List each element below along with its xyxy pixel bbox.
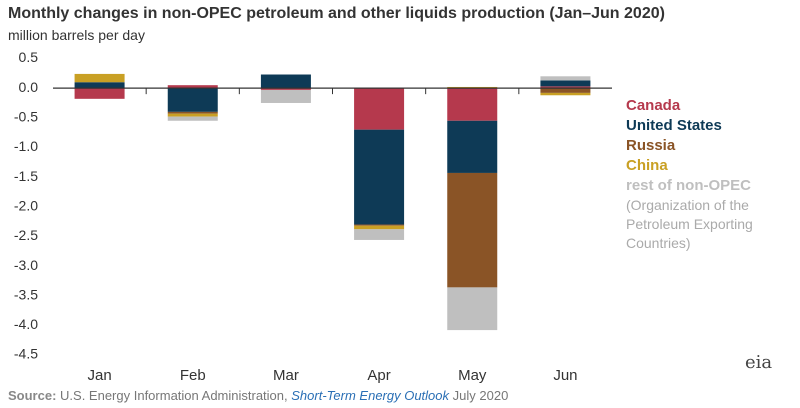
y-tick-label: -2.0	[14, 197, 38, 213]
bar-segment	[167, 88, 218, 112]
bar-segment	[167, 111, 218, 114]
chart-title: Monthly changes in non-OPEC petroleum an…	[8, 5, 665, 22]
bar-segment	[74, 88, 125, 99]
bar-segment	[354, 88, 405, 130]
x-tick-label: Mar	[273, 367, 299, 384]
source-text: U.S. Energy Information Administration,	[60, 388, 288, 403]
bar-segment	[167, 116, 218, 121]
source-link: Short-Term Energy Outlook	[291, 388, 450, 403]
x-tick-label: May	[458, 367, 487, 384]
bar-segment	[354, 129, 405, 225]
x-tick-label: Feb	[180, 367, 206, 384]
y-tick-label: -1.5	[14, 168, 38, 184]
bar-segment	[167, 113, 218, 117]
y-tick-label: -4.0	[14, 316, 38, 332]
legend-entry: China	[626, 157, 668, 174]
bar-segment	[447, 172, 498, 288]
y-tick-label: -4.5	[14, 346, 38, 362]
bar-segment	[540, 88, 591, 93]
source-label: Source:	[8, 388, 57, 403]
y-tick-label: -3.0	[14, 257, 38, 273]
source-date: July 2020	[452, 388, 509, 403]
x-tick-label: Apr	[367, 367, 390, 384]
source: Source: U.S. Energy Information Administ…	[8, 388, 508, 403]
bar-segment	[74, 73, 125, 83]
bar-segment	[260, 74, 311, 89]
bar-segment	[540, 80, 591, 87]
y-tick-label: 0.0	[19, 79, 39, 95]
legend-entry: United States	[626, 117, 722, 134]
bar-segment	[260, 88, 311, 90]
bar-segment	[354, 225, 405, 230]
y-tick-label: -0.5	[14, 109, 38, 125]
bar-segment	[540, 92, 591, 96]
legend-entry: Canada	[626, 97, 681, 114]
y-tick-label: -1.0	[14, 138, 38, 154]
logo: eia	[745, 352, 773, 373]
bar-segment	[447, 88, 498, 121]
y-tick-label: -3.5	[14, 286, 38, 302]
bar-segment	[540, 76, 591, 81]
y-tick-label: -2.5	[14, 227, 38, 243]
legend-note: (Organization of the Petroleum Exporting…	[626, 197, 753, 251]
x-tick-label: Jan	[87, 367, 111, 384]
y-tick-label: 0.5	[19, 49, 39, 65]
legend-entry: Russia	[626, 137, 676, 154]
bar-segment	[167, 85, 218, 89]
bar-segment	[260, 89, 311, 103]
bar-segment	[447, 287, 498, 331]
bar-segment	[540, 86, 591, 89]
legend: Canada United States Russia China rest of no…	[626, 96, 796, 253]
bar-segment	[74, 82, 125, 89]
legend-entry: rest of non-OPEC	[626, 177, 752, 194]
bar-segment	[447, 120, 498, 173]
chart-subtitle: million barrels per day	[8, 27, 145, 43]
bar-segment	[354, 229, 405, 240]
bar-segment	[354, 224, 405, 226]
x-tick-label: Jun	[553, 367, 577, 384]
